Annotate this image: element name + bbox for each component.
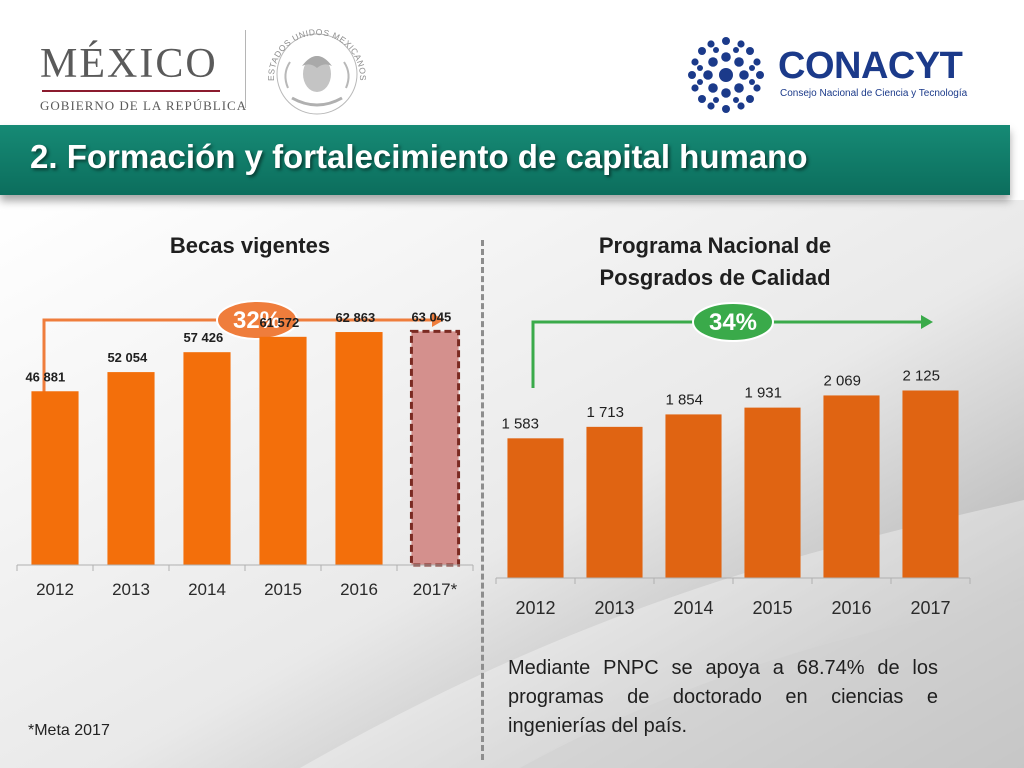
- x-tick-label: 2017: [910, 598, 950, 618]
- arrow-line: [42, 318, 434, 394]
- section-title: 2. Formación y fortalecimiento de capita…: [30, 138, 808, 175]
- arrow-head-icon: [921, 315, 933, 329]
- conacyt-subtitle: Consejo Nacional de Ciencia y Tecnología: [780, 88, 968, 99]
- value-label: 52 054: [107, 350, 148, 365]
- dashed-divider: [481, 240, 484, 760]
- arrow-head-icon: [432, 313, 444, 327]
- header: [0, 0, 1024, 125]
- conacyt-logo-icon: [688, 37, 764, 113]
- bar: [665, 414, 722, 578]
- growth-label: 34%: [709, 309, 757, 336]
- growth-pill: [216, 300, 298, 340]
- bar: [31, 391, 79, 565]
- value-label: 1 583: [501, 415, 539, 432]
- x-tick-label: 2016: [340, 580, 378, 599]
- bar-goal: [409, 329, 461, 567]
- left-chart-title: Becas vigentes: [169, 233, 331, 258]
- value-label: 1 713: [586, 404, 624, 421]
- bar: [744, 407, 801, 578]
- x-tick-label: 2015: [264, 580, 302, 599]
- mexico-logo: MÉXICO GOBIERNO DE LA REPÚBLICA: [40, 42, 247, 114]
- value-label: 57 426: [183, 330, 223, 345]
- value-label: 61 572: [259, 315, 299, 330]
- right-chart-title: Programa Nacional de Posgrados de Calida…: [540, 230, 890, 294]
- x-tick-label: 2013: [594, 598, 634, 618]
- growth-arrow-green: 34%: [531, 302, 933, 388]
- bar: [335, 332, 383, 565]
- goal-note: *Meta 2017: [28, 722, 110, 739]
- value-label: 1 931: [744, 385, 782, 402]
- growth-label: 32%: [233, 307, 281, 334]
- arrow-line: [531, 320, 923, 388]
- x-tick-label: 2012: [515, 598, 555, 618]
- x-tick-label: 2014: [188, 580, 226, 599]
- x-tick-label: 2012: [36, 580, 74, 599]
- bar: [823, 395, 880, 578]
- logo-separator: [245, 30, 246, 108]
- mexico-rule: [42, 90, 220, 92]
- bar: [902, 390, 959, 578]
- mexico-subtitle: GOBIERNO DE LA REPÚBLICA: [40, 98, 248, 113]
- value-label: 62 863: [335, 310, 375, 325]
- mexico-title: MÉXICO: [40, 41, 218, 87]
- bar: [107, 372, 155, 565]
- section-banner: [0, 125, 1010, 195]
- conacyt-name: CONACYT: [778, 45, 963, 87]
- x-tick-label: 2015: [752, 598, 792, 618]
- right-chart-title-line1: Programa Nacional de: [598, 233, 832, 258]
- value-label: 2 069: [823, 372, 861, 389]
- bar: [586, 426, 643, 578]
- growth-pill: [692, 302, 774, 342]
- right-chart-title-line2: Posgrados de Calidad: [599, 265, 831, 290]
- bar: [259, 336, 307, 565]
- value-label: 1 854: [665, 391, 703, 408]
- x-tick-label: 2016: [831, 598, 871, 618]
- bar: [183, 352, 231, 565]
- value-label: 46 881: [25, 369, 65, 384]
- x-tick-label: 2017*: [413, 580, 458, 599]
- value-label: 2 125: [902, 368, 940, 385]
- value-label: 63 045: [411, 309, 451, 324]
- bar: [507, 438, 564, 578]
- growth-arrow-orange: 32%: [42, 300, 444, 394]
- national-seal-icon: ESTADOS UNIDOS MEXICANOS: [266, 27, 368, 115]
- pnpc-description: Mediante PNPC se apoya a 68.74% de los p…: [508, 657, 938, 737]
- x-tick-label: 2013: [112, 580, 150, 599]
- x-tick-label: 2014: [673, 598, 713, 618]
